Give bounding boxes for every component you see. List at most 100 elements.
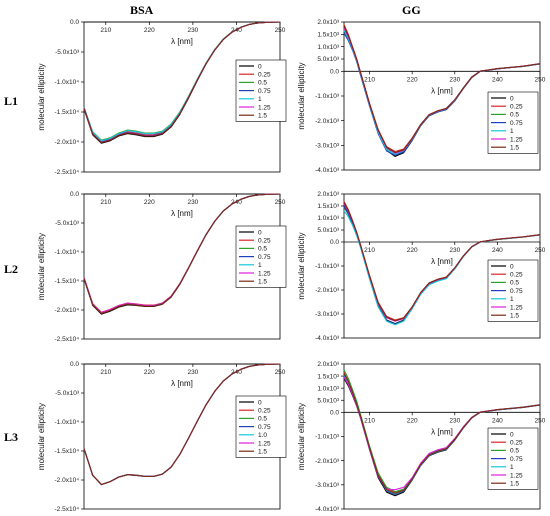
legend-entry-label: 0.5: [510, 280, 519, 287]
x-tick-label: 210: [100, 369, 111, 376]
y-tick-label: 0.0: [70, 19, 79, 26]
x-axis-label: λ [nm]: [171, 209, 193, 218]
y-axis-label: molecular ellipticity: [37, 63, 46, 130]
column-title-bsa: BSA: [130, 3, 154, 17]
y-tick-label: 1.0x10³: [317, 215, 340, 222]
legend-entry-label: 0.5: [510, 112, 519, 119]
x-tick-label: 250: [535, 417, 546, 424]
x-axis-label: λ [nm]: [431, 86, 453, 95]
y-axis-label: molecular ellipticity: [37, 233, 46, 300]
y-tick-label: -1.0x10⁴: [55, 79, 80, 86]
x-tick-label: 230: [187, 199, 198, 206]
y-tick-label: -3.0x10³: [315, 482, 340, 489]
x-tick-label: 250: [275, 199, 286, 206]
y-tick-label: -4.0x10³: [315, 335, 340, 342]
series-line-1.5: [83, 21, 281, 144]
legend-entry-label: 0.25: [510, 104, 523, 111]
legend-entry-label: 0: [258, 63, 262, 70]
x-tick-label: 210: [364, 247, 375, 254]
x-tick-label: 230: [449, 247, 460, 254]
y-tick-label: 1.5x10³: [317, 32, 340, 39]
legend-entry-label: 1.25: [510, 304, 523, 311]
column-title-gg: GG: [402, 3, 421, 17]
x-tick-label: 250: [535, 76, 546, 83]
y-axis-label: molecular ellipticity: [297, 232, 306, 299]
legend-entry-label: 0.75: [258, 424, 271, 431]
legend-entry-label: 1: [510, 128, 514, 135]
x-axis-label: λ [nm]: [431, 427, 453, 436]
legend: 0 0.250.50.751.01.25 1.5: [235, 395, 287, 458]
row-label-l2: L2: [4, 262, 19, 276]
y-tick-label: -2.5x10⁴: [55, 336, 80, 343]
y-axis-label: molecular ellipticity: [297, 403, 306, 470]
legend-entry-label: 1.25: [258, 440, 271, 447]
y-tick-label: -1.5x10⁴: [55, 109, 80, 116]
chart-gg-l3: 210 220 230 240 250 λ [nm] 2.0x10³ 1.5x10³ 1.0x1…: [297, 361, 546, 513]
legend-entry-label: 0.25: [258, 408, 271, 415]
legend-entry-label: 0: [258, 229, 262, 236]
legend-entry-label: 1.25: [258, 104, 271, 111]
legend-entry-label: 1.5: [258, 449, 267, 456]
series-line-1.5: [83, 193, 281, 315]
chart-bsa-l3: 210 220 230 240 250 λ [nm] 0.0 -5.0x10³ -1.0x10⁴…: [37, 361, 287, 513]
legend-entry-label: 1: [510, 296, 514, 303]
legend-entry-label: 0.25: [258, 72, 271, 79]
x-tick-label: 230: [449, 76, 460, 83]
y-tick-label: 2.0x10³: [317, 19, 340, 26]
x-axis-label: λ [nm]: [171, 37, 193, 46]
y-tick-label: -2.0x10⁴: [55, 477, 80, 484]
y-tick-label: -2.5x10⁴: [55, 169, 80, 176]
y-tick-label: -1.5x10⁴: [55, 448, 80, 455]
chart-bsa-l1: 210 220 230 240 250 λ [nm] 0.0 -5.0x10³ -1.0x10⁴…: [37, 19, 287, 176]
y-tick-label: -3.0x10³: [315, 143, 340, 150]
x-tick-label: 250: [275, 369, 286, 376]
x-tick-label: 240: [492, 76, 503, 83]
legend-entry-label: 1: [258, 96, 262, 103]
y-tick-label: 5.0x10³: [317, 56, 340, 63]
x-tick-label: 220: [407, 247, 418, 254]
y-tick-label: -1.0x10³: [315, 434, 340, 441]
y-tick-label: 0.0: [330, 410, 339, 417]
y-tick-label: 0.0: [330, 69, 339, 76]
y-tick-label: -1.0x10³: [315, 263, 340, 270]
x-tick-label: 210: [100, 199, 111, 206]
y-axis-label: molecular ellipticity: [297, 62, 306, 129]
legend-entry-label: 0.25: [258, 238, 271, 245]
row-label-l3: L3: [4, 430, 19, 444]
x-tick-label: 240: [231, 27, 242, 34]
legend-entry-label: 0.75: [258, 254, 271, 261]
series-line-1.5: [343, 25, 541, 154]
x-tick-label: 250: [275, 27, 286, 34]
y-tick-label: -1.0x10⁴: [55, 419, 80, 426]
series-line-1.5: [343, 202, 541, 322]
y-tick-label: 1.5x10³: [317, 203, 340, 210]
legend-entry-label: 1.5: [510, 313, 519, 320]
legend-entry-label: 1.5: [258, 113, 267, 120]
legend-entry-label: 1.5: [510, 481, 519, 488]
legend-entry-label: 1.25: [258, 270, 271, 277]
x-axis-label: λ [nm]: [171, 379, 193, 388]
legend-entry-label: 0.5: [258, 246, 267, 253]
legend-entry-label: 0: [258, 399, 262, 406]
y-tick-label: 2.0x10³: [317, 361, 340, 368]
x-tick-label: 210: [364, 76, 375, 83]
y-tick-label: 0.0: [70, 361, 79, 368]
y-tick-label: -2.0x10⁴: [55, 307, 80, 314]
x-tick-label: 210: [364, 417, 375, 424]
x-tick-label: 240: [492, 247, 503, 254]
x-tick-label: 230: [187, 27, 198, 34]
y-tick-label: -1.0x10³: [315, 93, 340, 100]
series-line-1.5: [83, 363, 281, 486]
chart-bsa-l2: 210 220 230 240 250 λ [nm] 0.0 -5.0x10³ -1.0x10⁴…: [37, 191, 287, 343]
legend-entry-label: 1: [510, 464, 514, 471]
x-tick-label: 250: [535, 247, 546, 254]
legend-entry-label: 0.5: [258, 416, 267, 423]
y-axis-label: molecular ellipticity: [37, 403, 46, 470]
y-tick-label: 0.0: [70, 191, 79, 198]
y-tick-label: -2.0x10⁴: [55, 139, 80, 146]
